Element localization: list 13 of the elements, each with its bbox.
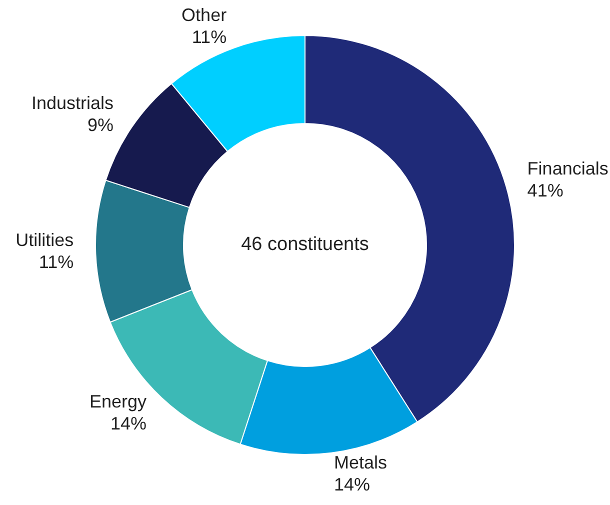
slice-label: Financials [527, 158, 608, 178]
slice-label: Utilities [16, 230, 74, 250]
data-label: 11% [192, 27, 227, 48]
text: 46 constituents [241, 234, 369, 256]
data-label: 41% [527, 180, 564, 200]
data-label: 14% [334, 474, 370, 495]
slice-label: Other [182, 5, 227, 26]
data-label: 9% [88, 114, 114, 135]
slice-label: Industrials [31, 92, 114, 113]
slice-label: Energy [89, 392, 147, 412]
data-label: 14% [110, 414, 147, 434]
data-label: 11% [38, 252, 74, 272]
slice-label: Metals [334, 452, 388, 473]
